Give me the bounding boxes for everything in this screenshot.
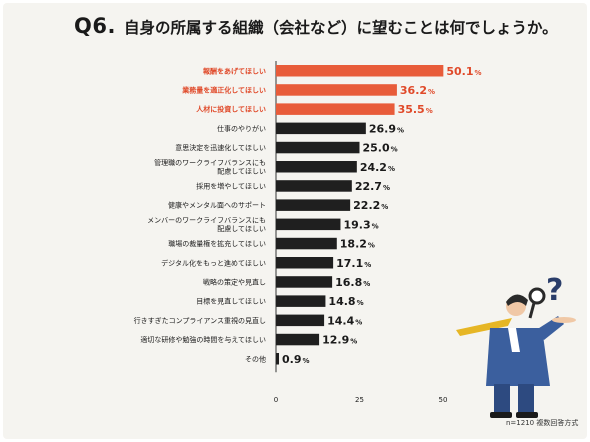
category-label: 目標を見直してほしい — [196, 297, 266, 306]
question-text: 自身の所属する組織（会社など）に望むことは何でしょうか。 — [123, 19, 558, 37]
category-label: 業務量を適正化してほしい — [181, 85, 266, 94]
value-label: 12.9% — [322, 334, 357, 347]
bar — [276, 218, 341, 231]
bar — [276, 199, 351, 211]
bar — [276, 180, 352, 192]
value-label: 19.3% — [343, 218, 378, 231]
category-label: 管理職のワークライフバランスにも配慮してほしい — [154, 158, 266, 176]
category-label: デジタル化をもっと進めてほしい — [161, 258, 266, 267]
bar — [276, 257, 334, 269]
businessman-with-magnifier-illustration: ? — [456, 273, 576, 418]
value-label: 18.2% — [340, 238, 375, 251]
bar — [276, 84, 397, 96]
category-label: 職場の裁量権を拡充してほしい — [168, 239, 266, 248]
chart-title: Q6. 自身の所属する組織（会社など）に望むことは何でしょうか。 — [74, 14, 558, 44]
value-label: 24.2% — [360, 161, 395, 174]
question-number: Q6. — [74, 14, 116, 38]
value-label: 26.9% — [369, 122, 404, 135]
category-label: 行きすぎたコンプライアンス重視の見直し — [134, 316, 266, 325]
category-label: 健康やメンタル面へのサポート — [168, 201, 266, 210]
category-label: 適切な研修や勉強の時間を与えてほしい — [140, 335, 266, 344]
category-label: 意思決定を迅速化してほしい — [175, 143, 266, 152]
value-label: 36.2% — [400, 84, 435, 97]
x-tick-label: 0 — [274, 396, 278, 404]
value-label: 16.8% — [335, 276, 370, 289]
value-label: 22.7% — [355, 180, 390, 193]
magnifier-icon — [528, 287, 546, 305]
bar — [276, 314, 325, 327]
bar — [276, 295, 326, 307]
value-label: 0.9% — [282, 353, 310, 366]
question-mark-icon: ? — [546, 273, 563, 308]
value-label: 25.0% — [363, 142, 398, 155]
bar — [276, 103, 395, 115]
bar — [276, 141, 360, 154]
category-label: その他 — [245, 354, 266, 363]
bar — [276, 276, 333, 288]
value-label: 14.4% — [327, 314, 362, 327]
bar — [276, 237, 337, 250]
bar — [276, 65, 444, 77]
category-label: メンバーのワークライフバランスにも配慮してほしい — [147, 216, 266, 233]
category-label: 採用を増やしてほしい — [196, 181, 266, 190]
value-label: 14.8% — [328, 295, 363, 308]
bar — [276, 161, 357, 173]
value-label: 50.1% — [446, 65, 481, 78]
category-label: 戦略の策定や見直し — [203, 277, 266, 286]
value-label: 22.2% — [353, 199, 388, 212]
bar — [276, 333, 320, 346]
category-label: 報酬をあげてほしい — [203, 66, 266, 75]
bar — [276, 353, 280, 365]
value-label: 35.5% — [398, 103, 433, 116]
footnote: n=1210 複数回答方式 — [506, 419, 579, 427]
x-tick-label: 50 — [439, 396, 448, 404]
value-label: 17.1% — [336, 257, 371, 270]
x-tick-label: 25 — [355, 396, 364, 404]
bar — [276, 122, 366, 135]
category-label: 人材に投資してほしい — [196, 105, 266, 114]
category-label: 仕事のやりがい — [217, 124, 266, 133]
